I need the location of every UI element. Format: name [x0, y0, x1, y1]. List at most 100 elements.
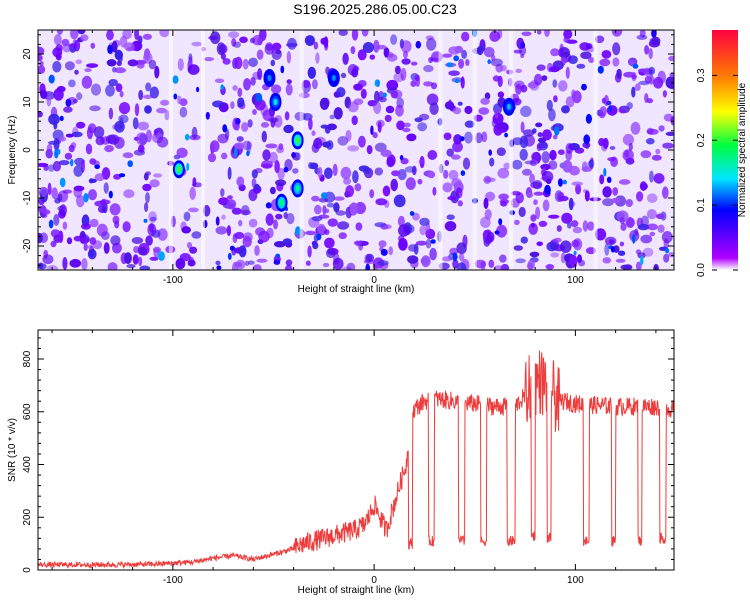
spectrogram-cell	[602, 186, 612, 198]
spectrogram-cell	[241, 205, 250, 216]
spectrogram-spot	[452, 252, 458, 262]
spectrogram-spot	[316, 233, 322, 241]
spectrogram-cell	[338, 30, 348, 36]
spectrogram-cell	[191, 41, 202, 47]
spectrogram-cell	[100, 136, 111, 145]
spectrogram-cell	[378, 91, 385, 101]
spectrogram-cell	[496, 147, 506, 156]
spectrogram-cell	[38, 46, 45, 56]
spectrogram-cell	[77, 30, 86, 35]
spectrogram-cell	[398, 238, 408, 251]
spectrogram-cell	[87, 244, 94, 250]
spectrogram-cell	[570, 220, 579, 228]
spectrogram-cell	[157, 228, 168, 241]
spectrogram-spot	[487, 59, 492, 65]
spectrogram-cell	[38, 54, 43, 62]
snr-xlabel: Height of straight line (km)	[298, 585, 415, 596]
spectrogram-cell	[97, 205, 106, 213]
spectrogram-cell	[361, 30, 369, 37]
spectrogram-cell	[381, 224, 392, 230]
spectrogram-cell	[75, 59, 82, 65]
spectrogram-cell	[490, 54, 496, 62]
spectrogram-cell	[541, 75, 548, 81]
spectrogram-cell	[177, 58, 184, 71]
spectrogram-cell	[533, 199, 538, 206]
spectrogram-cell	[386, 154, 396, 167]
spectrogram-cell	[444, 160, 450, 166]
spectrogram-cell	[114, 49, 124, 61]
spectrogram-spot	[216, 265, 222, 270]
spectrogram-cell	[46, 143, 53, 153]
spectrogram-cell	[618, 250, 626, 256]
spectrogram-cell	[616, 68, 622, 79]
spectrogram-spot	[608, 105, 612, 112]
spectrogram-spot	[454, 78, 460, 84]
spectrogram-cell	[546, 241, 558, 252]
spectrogram-cell	[536, 64, 546, 71]
spectrogram-spot	[127, 160, 133, 168]
y-tick-label: 0	[22, 147, 33, 153]
spectrogram-cell	[42, 254, 54, 265]
y-tick-label: -20	[22, 238, 33, 253]
spectrogram-cell	[345, 185, 355, 198]
colorbar-tick-label: 0.3	[696, 68, 707, 82]
spectrogram-cell	[53, 34, 62, 46]
spectrogram-cell	[636, 191, 644, 202]
spectrogram-cell	[529, 173, 535, 185]
spectrogram-spot	[70, 158, 74, 167]
spectrogram-cell	[625, 199, 633, 207]
spectrogram-cell	[75, 121, 86, 129]
spectrogram-cell	[572, 90, 582, 104]
spectrogram-cell	[262, 109, 275, 122]
spectrogram-cell	[376, 44, 387, 50]
spectrogram-cell	[103, 182, 109, 194]
spectrogram-cell	[346, 262, 356, 270]
spectrogram-cell	[571, 181, 584, 186]
snr-ylabel: SNR (10 * v/v)	[7, 418, 18, 482]
spectrogram-cell	[302, 79, 311, 89]
spectrogram-cell	[668, 55, 674, 62]
spectrogram-cell	[612, 187, 619, 196]
spectrogram-cell	[644, 93, 649, 104]
spectrogram-cell	[530, 222, 536, 228]
spectrogram-cell	[360, 88, 367, 99]
spectrogram-cell	[494, 108, 499, 119]
spectrogram-cell	[398, 224, 410, 237]
spectrogram-cell	[138, 89, 144, 101]
spectrogram-cell	[273, 219, 278, 230]
snr-frame	[37, 329, 675, 571]
spectrogram-cell	[535, 206, 541, 220]
spectrogram-cell	[286, 213, 295, 225]
spectrogram-cell	[515, 83, 522, 95]
spectrogram-cell	[639, 30, 646, 38]
spectrogram-cell	[432, 186, 437, 196]
spectrogram-cell	[635, 261, 642, 270]
spectrogram-streak	[299, 30, 304, 270]
spectrogram-cell	[307, 245, 312, 258]
spectrogram-cell	[57, 193, 63, 202]
spectrogram-cell	[552, 134, 558, 140]
spectrogram-cell	[145, 192, 150, 204]
spectrogram-cell	[311, 130, 316, 136]
spectrogram-cell	[76, 92, 83, 101]
spectrogram-cell	[662, 142, 674, 149]
spectrogram-spot	[222, 124, 228, 133]
spectrogram-cell	[605, 100, 612, 106]
spectrogram-cell	[114, 120, 125, 133]
spectrogram-cell	[164, 110, 170, 121]
spectrogram-cell	[248, 57, 258, 67]
y-tick-label: 200	[22, 508, 33, 525]
spectrogram-cell	[480, 97, 490, 105]
spectrogram-cell	[446, 148, 455, 157]
spectrogram-cell	[324, 237, 335, 249]
spectrogram-cell	[342, 52, 349, 65]
spectrogram-spot	[172, 75, 179, 84]
spectrogram-hotspots	[172, 69, 515, 212]
spectrogram-cell	[627, 216, 633, 228]
spectrogram-cell	[100, 198, 107, 207]
spectrogram-spot	[295, 226, 301, 236]
spectrogram-cell	[548, 214, 560, 219]
spectrogram-cell	[423, 65, 434, 73]
spectrogram-cell	[157, 136, 169, 148]
spectrogram-cell	[284, 111, 290, 121]
